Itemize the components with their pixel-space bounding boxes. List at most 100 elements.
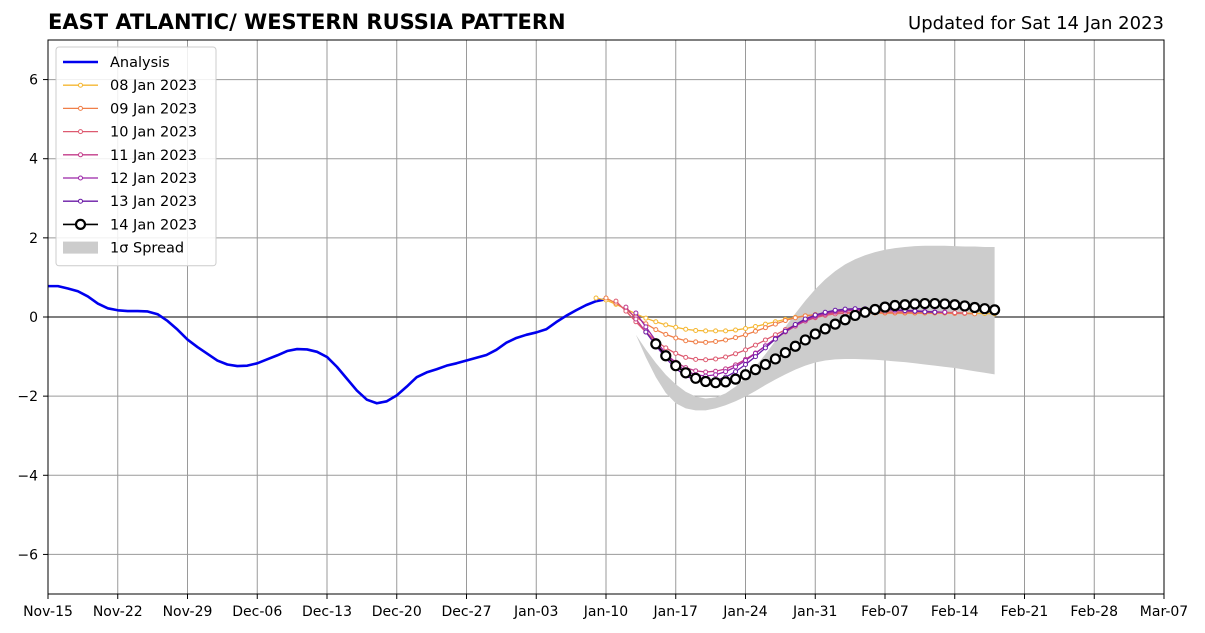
legend-label: 14 Jan 2023 xyxy=(110,217,197,233)
data-point xyxy=(703,328,709,334)
data-point xyxy=(762,337,768,343)
series-group xyxy=(48,284,1001,405)
legend-marker xyxy=(78,129,83,135)
data-point xyxy=(713,356,719,362)
data-point xyxy=(949,299,961,311)
y-axis: −6 −4 −2 0 2 4 6 xyxy=(17,73,48,563)
data-point xyxy=(653,327,659,333)
data-point xyxy=(673,335,679,341)
data-point xyxy=(700,375,712,388)
data-point xyxy=(693,368,699,374)
data-point xyxy=(733,327,739,333)
legend-entry: 10 Jan 2023 xyxy=(63,125,197,141)
legend-marker xyxy=(78,175,83,181)
data-point xyxy=(752,323,758,329)
y-tick-label: 6 xyxy=(29,73,38,89)
data-point xyxy=(713,339,719,345)
data-point xyxy=(782,328,788,334)
x-tick-label: Nov-22 xyxy=(93,604,143,620)
data-point xyxy=(743,347,748,353)
data-point xyxy=(959,300,971,312)
data-point xyxy=(693,356,699,362)
legend-label: 11 Jan 2023 xyxy=(110,148,197,164)
data-point xyxy=(849,309,861,322)
legend-entry: 11 Jan 2023 xyxy=(63,148,197,164)
data-point xyxy=(729,373,742,385)
data-point xyxy=(733,335,739,341)
data-point xyxy=(623,304,629,310)
x-tick-label: Feb-28 xyxy=(1070,604,1118,620)
x-tick-label: Feb-07 xyxy=(861,604,909,620)
data-point xyxy=(663,331,669,337)
data-point xyxy=(690,372,702,384)
data-point xyxy=(809,328,821,340)
data-point xyxy=(749,364,762,376)
data-point xyxy=(879,301,891,313)
x-tick-label: Nov-29 xyxy=(163,604,213,620)
legend: Analysis 08 Jan 2023 09 Jan 2023 10 Jan 202… xyxy=(55,46,217,267)
data-point xyxy=(643,315,649,321)
data-point xyxy=(869,303,881,316)
chart-title: EAST ATLANTIC/ WESTERN RUSSIA PATTERN xyxy=(48,10,566,34)
y-tick-label: 0 xyxy=(29,310,38,326)
data-point xyxy=(762,325,768,331)
legend-entry: 08 Jan 2023 xyxy=(63,78,197,94)
data-point xyxy=(733,364,739,370)
data-point xyxy=(733,369,739,375)
data-point xyxy=(979,303,991,315)
data-point xyxy=(593,295,599,301)
data-point xyxy=(752,354,758,360)
legend-marker xyxy=(78,198,83,204)
data-point xyxy=(723,369,729,375)
data-point xyxy=(693,327,699,333)
data-point xyxy=(703,339,709,345)
x-tick-label: Jan-03 xyxy=(513,604,558,620)
x-tick-label: Dec-06 xyxy=(232,604,282,620)
data-point xyxy=(772,336,778,342)
legend-entry: 13 Jan 2023 xyxy=(63,194,197,210)
data-point xyxy=(613,298,619,304)
data-point xyxy=(799,334,811,346)
data-point xyxy=(683,326,689,332)
data-point xyxy=(969,301,981,314)
data-point xyxy=(929,297,941,310)
data-point xyxy=(819,323,831,335)
legend-entry: 09 Jan 2023 xyxy=(63,101,197,117)
data-point xyxy=(989,304,1001,316)
data-point xyxy=(703,369,709,375)
spread-area xyxy=(635,245,995,411)
legend-marker xyxy=(78,152,83,158)
x-tick-label: Jan-24 xyxy=(722,604,768,620)
y-tick-label: −2 xyxy=(17,389,38,405)
y-tick-label: 4 xyxy=(29,152,38,168)
x-tick-label: Dec-13 xyxy=(302,604,352,620)
data-point xyxy=(922,309,928,315)
data-point xyxy=(832,307,838,313)
x-tick-label: Mar-07 xyxy=(1140,604,1188,620)
data-point xyxy=(752,328,758,334)
data-point xyxy=(733,351,739,357)
legend-label: 10 Jan 2023 xyxy=(110,125,197,141)
data-point xyxy=(802,316,808,322)
data-point xyxy=(653,319,659,325)
data-point xyxy=(752,342,758,348)
data-point xyxy=(670,360,682,372)
x-tick-label: Feb-14 xyxy=(931,604,979,620)
data-point xyxy=(633,316,639,322)
data-point xyxy=(660,350,672,362)
series-analysis xyxy=(48,284,607,405)
legend-entry: 12 Jan 2023 xyxy=(63,171,197,187)
data-point xyxy=(759,358,772,371)
x-tick-label: Dec-27 xyxy=(442,604,492,620)
data-point xyxy=(829,318,841,330)
data-point xyxy=(939,298,951,310)
chart-subtitle: Updated for Sat 14 Jan 2023 xyxy=(908,13,1164,34)
series-line xyxy=(48,284,607,405)
data-point xyxy=(792,322,798,328)
data-point xyxy=(710,377,722,389)
y-tick-label: 2 xyxy=(29,231,38,247)
data-point xyxy=(673,324,679,330)
legend-label: Analysis xyxy=(110,55,170,71)
data-point xyxy=(663,345,669,351)
